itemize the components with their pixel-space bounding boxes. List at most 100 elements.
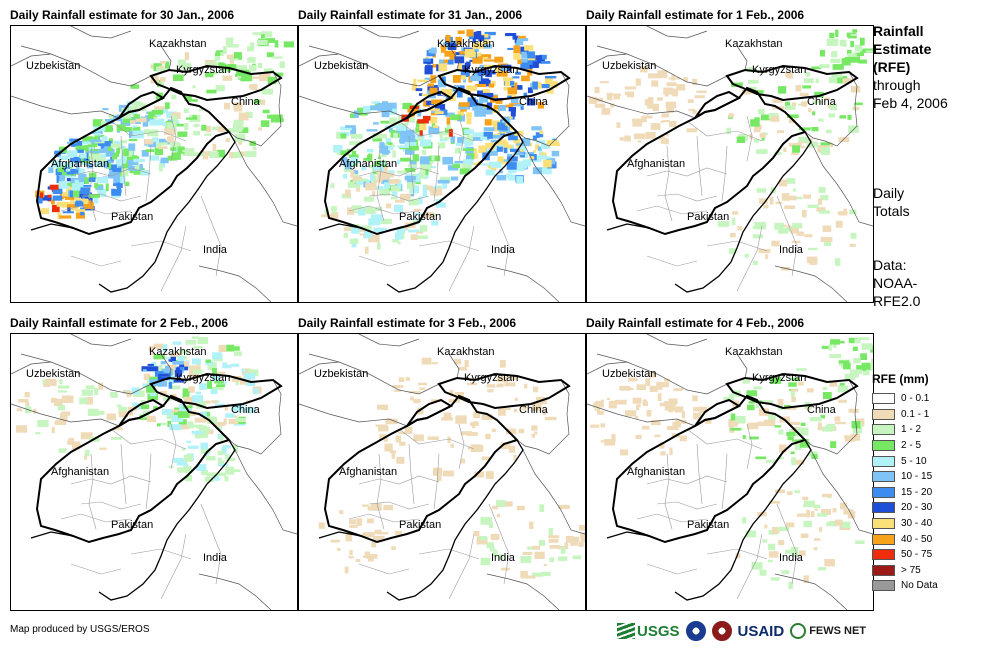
panel-title: Daily Rainfall estimate for 1 Feb., 2006 xyxy=(586,8,805,22)
country-label-india: India xyxy=(779,244,803,256)
country-label-kazakhstan: Kazakhstan xyxy=(149,346,207,358)
rainfall-map: Kazakhstan Uzbekistan Kyrgyzstan China Afgha… xyxy=(10,25,298,303)
legend-swatch xyxy=(872,471,895,483)
legend-label: 40 - 50 xyxy=(901,533,933,545)
map-panel-5: Daily Rainfall estimate for 3 Feb., 2006… xyxy=(298,316,586,612)
legend-label: 10 - 15 xyxy=(901,471,933,483)
legend-swatch xyxy=(872,564,895,576)
map-panel-6: Daily Rainfall estimate for 4 Feb., 2006… xyxy=(586,316,874,612)
legend-item: 40 - 50 xyxy=(872,531,982,547)
title-line: (RFE) xyxy=(873,59,911,75)
country-label-china: China xyxy=(519,96,548,108)
country-label-pakistan: Pakistan xyxy=(111,211,154,223)
legend-swatch xyxy=(872,518,895,530)
note-line: Daily xyxy=(873,185,905,201)
title-line: Estimate xyxy=(873,41,932,57)
country-label-uzbekistan: Uzbekistan xyxy=(26,60,81,72)
note-line: NOAA- xyxy=(873,275,918,291)
country-label-china: China xyxy=(807,96,836,108)
country-label-afghanistan: Afghanistan xyxy=(339,158,398,170)
legend-swatch xyxy=(872,455,895,467)
country-label-china: China xyxy=(231,404,260,416)
legend-label: 1 - 2 xyxy=(901,424,922,436)
country-label-pakistan: Pakistan xyxy=(399,211,442,223)
country-label-china: China xyxy=(519,404,548,416)
country-label-pakistan: Pakistan xyxy=(111,519,154,531)
legend-label: 2 - 5 xyxy=(901,440,922,452)
rainfall-map: Kazakhstan Uzbekistan Kyrgyzstan China Afgha… xyxy=(586,333,874,611)
country-label-afghanistan: Afghanistan xyxy=(627,466,686,478)
legend-title: RFE (mm) xyxy=(872,372,929,386)
country-label-kyrgyzstan: Kyrgyzstan xyxy=(752,372,807,384)
rainfall-map: Kazakhstan Uzbekistan Kyrgyzstan China Afgha… xyxy=(10,333,298,611)
country-label-pakistan: Pakistan xyxy=(687,519,730,531)
legend-swatch xyxy=(872,549,895,561)
note-line: Data: xyxy=(873,257,907,273)
rainfall-map: Kazakhstan Uzbekistan Kyrgyzstan China Afgha… xyxy=(298,333,586,611)
legend-item: 20 - 30 xyxy=(872,500,982,516)
country-label-afghanistan: Afghanistan xyxy=(51,466,110,478)
country-label-china: China xyxy=(231,96,260,108)
legend-item: 0 - 0.1 xyxy=(872,391,982,407)
legend-item: 2 - 5 xyxy=(872,438,982,454)
note-line: RFE2.0 xyxy=(873,293,921,309)
legend-swatch xyxy=(872,486,895,498)
legend-label: 50 - 75 xyxy=(901,549,933,561)
country-label-kazakhstan: Kazakhstan xyxy=(725,38,783,50)
panel-title: Daily Rainfall estimate for 3 Feb., 2006 xyxy=(298,316,517,330)
country-label-kyrgyzstan: Kyrgyzstan xyxy=(176,64,231,76)
legend-swatch xyxy=(872,533,895,545)
panel-title: Daily Rainfall estimate for 30 Jan., 200… xyxy=(10,8,235,22)
legend-swatch xyxy=(872,393,895,405)
country-label-uzbekistan: Uzbekistan xyxy=(602,60,657,72)
title-line: Feb 4, 2006 xyxy=(873,95,948,111)
legend-item: 5 - 10 xyxy=(872,453,982,469)
country-label-pakistan: Pakistan xyxy=(399,519,442,531)
legend-swatch xyxy=(872,440,895,452)
panel-title: Daily Rainfall estimate for 31 Jan., 200… xyxy=(298,8,523,22)
legend-label: 15 - 20 xyxy=(901,486,933,498)
noaa-seal-icon xyxy=(685,621,706,641)
fews-logo: FEWS NET xyxy=(790,623,866,639)
title-line: Rainfall xyxy=(873,23,924,39)
country-label-uzbekistan: Uzbekistan xyxy=(314,368,369,380)
legend-item: 0.1 - 1 xyxy=(872,407,982,423)
country-label-afghanistan: Afghanistan xyxy=(627,158,686,170)
note-line: Totals xyxy=(873,203,910,219)
legend-item: 15 - 20 xyxy=(872,485,982,501)
legend-swatch xyxy=(872,502,895,514)
country-label-india: India xyxy=(491,552,515,564)
rainfall-map: Kazakhstan Uzbekistan Kyrgyzstan China Afgha… xyxy=(586,25,874,303)
legend: RFE (mm) 0 - 0.1 0.1 - 1 1 - 2 2 - 5 5 - 10 1… xyxy=(872,372,982,594)
usaid-logo: USAID xyxy=(737,622,785,640)
country-label-kyrgyzstan: Kyrgyzstan xyxy=(176,372,231,384)
legend-item: 50 - 75 xyxy=(872,547,982,563)
legend-item: 1 - 2 xyxy=(872,422,982,438)
map-panel-1: Daily Rainfall estimate for 30 Jan., 200… xyxy=(10,8,298,304)
country-label-india: India xyxy=(779,552,803,564)
figure-title: Rainfall Estimate (RFE) through Feb 4, 2… xyxy=(873,22,978,112)
country-label-uzbekistan: Uzbekistan xyxy=(314,60,369,72)
daily-totals-note: Daily Totals xyxy=(873,184,978,220)
legend-swatch xyxy=(872,580,895,592)
nasa-seal-icon xyxy=(711,621,732,641)
country-label-kyrgyzstan: Kyrgyzstan xyxy=(464,372,519,384)
logo-strip: USGS USAID FEWS NET xyxy=(617,617,866,645)
legend-label: 0.1 - 1 xyxy=(901,408,930,420)
country-label-kyrgyzstan: Kyrgyzstan xyxy=(752,64,807,76)
legend-item: No Data xyxy=(872,578,982,594)
data-source-note: Data: NOAA- RFE2.0 xyxy=(873,256,978,310)
legend-item: 10 - 15 xyxy=(872,469,982,485)
map-panel-2: Daily Rainfall estimate for 31 Jan., 200… xyxy=(298,8,586,304)
country-label-pakistan: Pakistan xyxy=(687,211,730,223)
panel-title: Daily Rainfall estimate for 4 Feb., 2006 xyxy=(586,316,805,330)
country-label-kazakhstan: Kazakhstan xyxy=(437,346,495,358)
country-label-india: India xyxy=(203,244,227,256)
usgs-logo: USGS xyxy=(617,623,680,640)
map-panel-4: Daily Rainfall estimate for 2 Feb., 2006… xyxy=(10,316,298,612)
country-label-india: India xyxy=(491,244,515,256)
legend-swatch xyxy=(872,424,895,436)
legend-label: 20 - 30 xyxy=(901,502,933,514)
usgs-waves-icon xyxy=(617,623,635,639)
credit-text: Map produced by USGS/EROS xyxy=(10,624,150,635)
